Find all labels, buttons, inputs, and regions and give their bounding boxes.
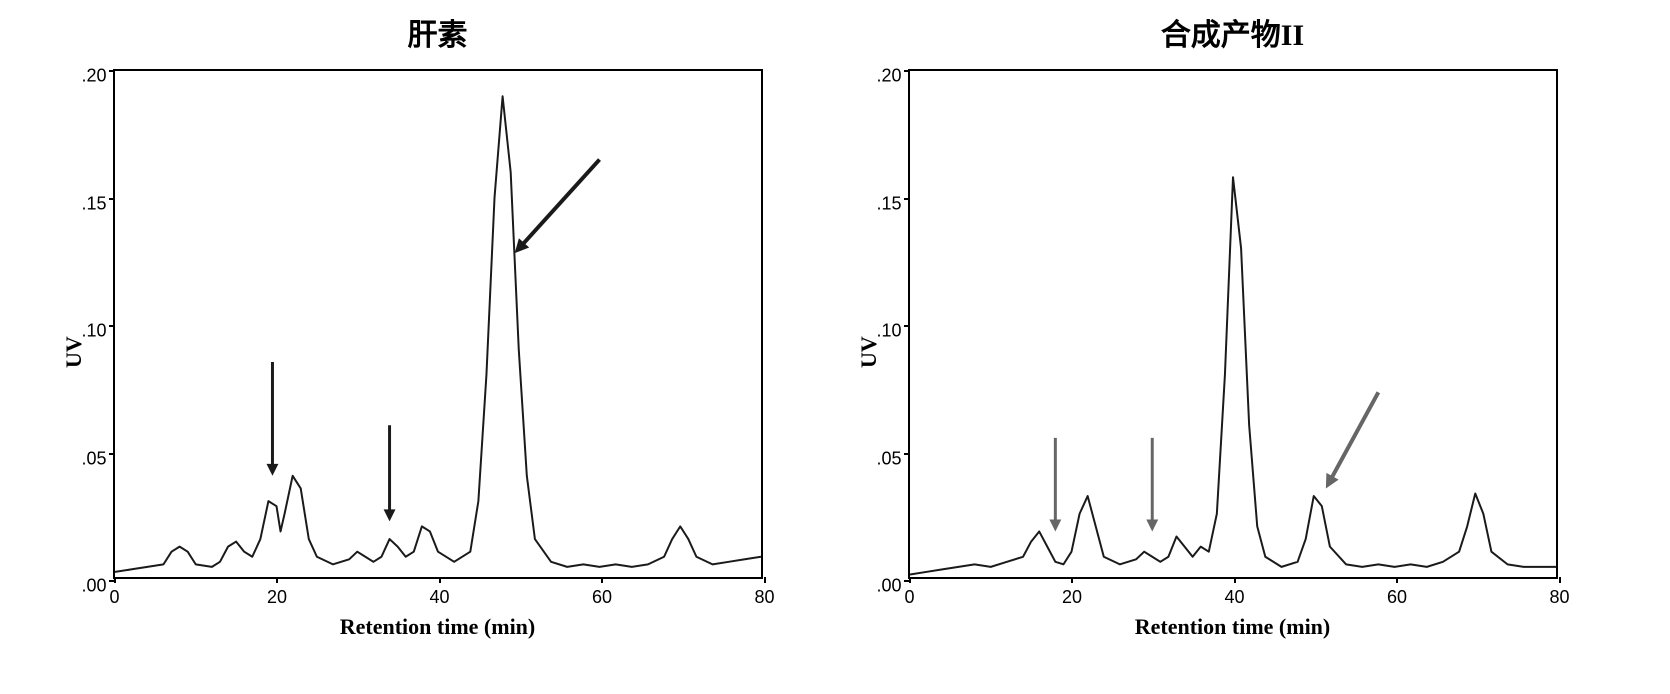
arrow-head-icon (383, 509, 395, 521)
arrow-head-icon (1049, 520, 1061, 532)
arrow-head-icon (266, 464, 278, 476)
x-axis-label-left: Retention time (min) (113, 614, 763, 640)
x-tick-mark (1234, 577, 1236, 583)
y-tick-label: .10 (81, 321, 114, 342)
chart-panel-right: 合成产物II UV .00.05.10.15.20020406080 Reten… (908, 10, 1558, 640)
arrow-head-icon (1146, 520, 1158, 532)
plot-area-right: .00.05.10.15.20020406080 (908, 69, 1558, 579)
y-tick-label: .20 (81, 66, 114, 87)
y-tick-label: .15 (876, 193, 909, 214)
chart-title-right: 合成产物II (1161, 10, 1304, 54)
x-tick-mark (909, 577, 911, 583)
chromatogram-curve (910, 71, 1556, 577)
chart-panel-left: 肝素 UV .00.05.10.15.20020406080 Retention… (113, 10, 763, 640)
x-tick-mark (1396, 577, 1398, 583)
y-tick-label: .10 (876, 321, 909, 342)
x-tick-mark (276, 577, 278, 583)
y-tick-label: .20 (876, 66, 909, 87)
x-axis-label-right: Retention time (min) (908, 614, 1558, 640)
x-tick-mark (439, 577, 441, 583)
y-tick-label: .15 (81, 193, 114, 214)
x-tick-mark (601, 577, 603, 583)
chart-wrap-right: UV .00.05.10.15.20020406080 Retention ti… (908, 69, 1558, 640)
annotation-arrow (522, 160, 599, 245)
x-tick-mark (114, 577, 116, 583)
x-tick-mark (1559, 577, 1561, 583)
y-tick-label: .05 (876, 448, 909, 469)
plot-area-left: .00.05.10.15.20020406080 (113, 69, 763, 579)
chart-wrap-left: UV .00.05.10.15.20020406080 Retention ti… (113, 69, 763, 640)
annotation-arrow (1331, 392, 1378, 478)
chart-title-left: 肝素 (408, 10, 468, 54)
y-tick-label: .05 (81, 448, 114, 469)
chromatogram-curve (115, 71, 761, 577)
x-tick-mark (1071, 577, 1073, 583)
x-tick-mark (764, 577, 766, 583)
